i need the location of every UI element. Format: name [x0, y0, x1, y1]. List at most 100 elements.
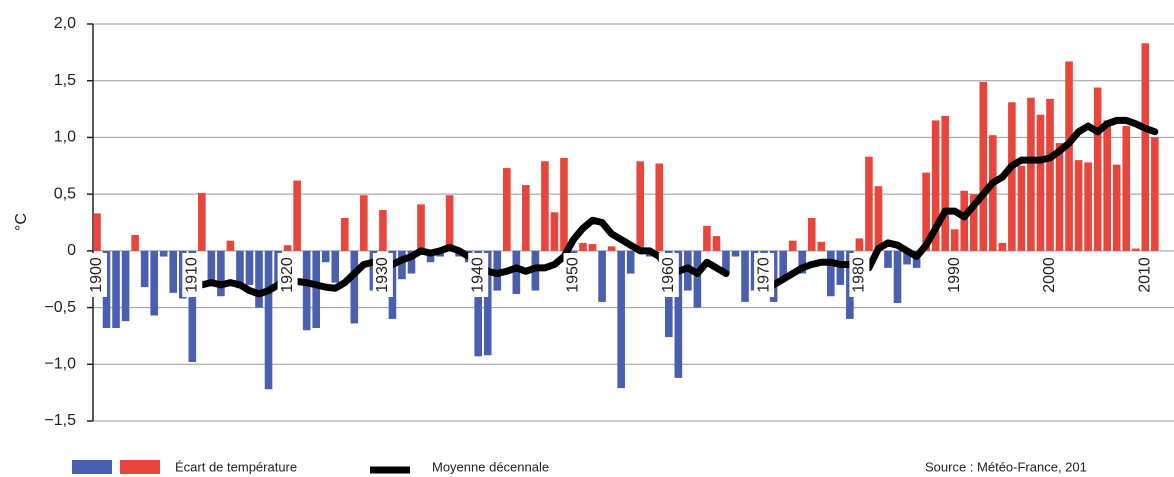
- bar: [588, 244, 597, 251]
- bar: [1055, 143, 1064, 251]
- x-tick-label: 1980: [851, 257, 868, 293]
- x-tick-label: 1910: [184, 257, 201, 293]
- bar: [474, 250, 482, 357]
- x-tick-label: 1950: [565, 257, 582, 293]
- x-tick-background: [1040, 253, 1060, 297]
- bar: [693, 250, 702, 308]
- x-tick-background: [754, 253, 775, 297]
- bar: [1036, 114, 1045, 251]
- bar: [1112, 164, 1121, 251]
- bar: [1074, 160, 1083, 251]
- bar: [112, 250, 120, 328]
- bar: [827, 250, 835, 297]
- bar: [293, 180, 301, 251]
- bar: [798, 250, 807, 274]
- bar: [998, 242, 1007, 251]
- x-tick-label: 1990: [946, 257, 963, 293]
- bar: [140, 250, 149, 288]
- x-tick-background: [87, 253, 107, 297]
- bar: [931, 120, 940, 251]
- y-tick-label: 0: [67, 242, 76, 259]
- x-tick-label: 1960: [660, 257, 677, 293]
- x-tick-background: [182, 253, 203, 297]
- bar: [217, 250, 225, 297]
- y-tick-label: 1,5: [54, 72, 76, 89]
- bar: [579, 242, 587, 251]
- x-tick-background: [277, 253, 298, 297]
- bar: [903, 250, 911, 265]
- bar: [264, 250, 273, 390]
- legend-label: Moyenne décennale: [432, 459, 549, 474]
- bar: [502, 168, 511, 251]
- bar: [865, 156, 873, 251]
- bar: [617, 250, 625, 389]
- bar: [722, 250, 730, 274]
- bar: [312, 250, 320, 328]
- x-tick-label: 1940: [469, 257, 486, 293]
- bar: [1017, 165, 1026, 251]
- x-tick-background: [1135, 253, 1156, 297]
- bar: [893, 250, 902, 304]
- y-tick-label: −1,5: [44, 412, 76, 429]
- bar: [1046, 98, 1054, 251]
- bar: [922, 172, 930, 251]
- bar: [1008, 102, 1016, 251]
- bar: [655, 163, 664, 251]
- x-tick-background: [563, 253, 584, 297]
- bar: [417, 204, 425, 251]
- bar: [321, 250, 330, 263]
- y-tick-label: 1,0: [54, 129, 76, 146]
- bar: [331, 250, 340, 283]
- bar: [741, 250, 749, 302]
- bar: [674, 250, 683, 378]
- bar: [779, 250, 787, 280]
- x-tick-background: [372, 253, 393, 297]
- y-tick-label: −0,5: [44, 299, 76, 316]
- bar: [855, 238, 864, 251]
- bar: [169, 250, 178, 293]
- x-tick-label: 1930: [374, 257, 391, 293]
- bar: [398, 250, 406, 280]
- bar: [302, 250, 311, 331]
- bar: [512, 250, 521, 294]
- bar: [1103, 120, 1111, 251]
- bar: [712, 236, 721, 251]
- bar: [598, 250, 606, 302]
- bar: [1027, 97, 1035, 251]
- bar: [360, 195, 368, 251]
- bar: [1122, 126, 1131, 251]
- x-tick-label: 1970: [755, 257, 772, 293]
- bar: [1141, 43, 1150, 251]
- bar: [236, 250, 244, 289]
- bar: [1093, 87, 1102, 251]
- bar: [550, 212, 559, 251]
- bar: [350, 250, 359, 324]
- bar: [522, 185, 530, 251]
- bar: [340, 217, 349, 251]
- bar: [207, 250, 216, 285]
- bar: [407, 250, 416, 274]
- bar: [541, 161, 549, 251]
- bar: [960, 190, 969, 251]
- bar: [283, 245, 292, 251]
- legend-swatch: [120, 460, 160, 474]
- bar: [150, 250, 158, 316]
- bar: [226, 240, 235, 251]
- bar: [1131, 248, 1140, 251]
- bar: [941, 115, 949, 251]
- bar: [807, 217, 816, 251]
- x-tick-background: [944, 253, 965, 297]
- legend-label: Écart de température: [175, 459, 297, 474]
- bar: [188, 250, 197, 363]
- x-tick-background: [849, 253, 870, 297]
- bar: [969, 194, 978, 251]
- legend-swatch: [72, 460, 112, 474]
- bar: [626, 250, 635, 274]
- bar: [131, 234, 139, 251]
- bar: [483, 250, 492, 356]
- bar: [1151, 137, 1159, 251]
- bar: [607, 246, 616, 251]
- bar: [703, 225, 711, 251]
- bar: [884, 250, 892, 268]
- bar: [121, 250, 130, 322]
